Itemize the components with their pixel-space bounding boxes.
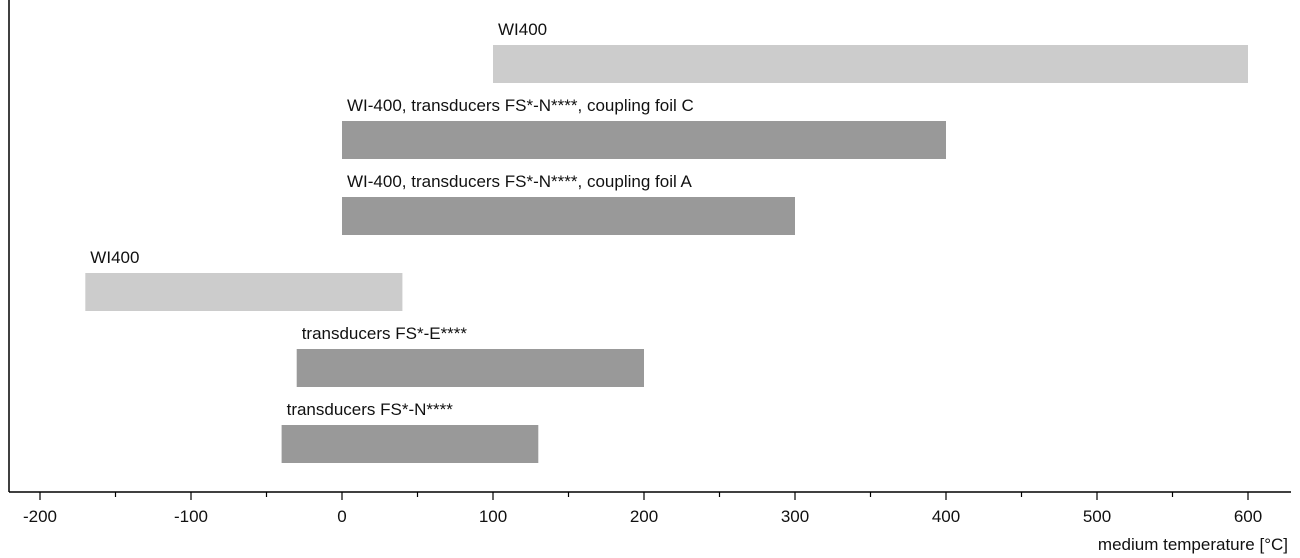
x-tick-label-7: 500 <box>1083 507 1111 526</box>
x-tick-label-3: 100 <box>479 507 507 526</box>
range-bar-label-2: WI-400, transducers FS*-N****, coupling … <box>347 172 693 191</box>
x-axis-label: medium temperature [°C] <box>1098 535 1288 554</box>
range-bar-4 <box>296 349 644 387</box>
range-bar-1 <box>342 121 946 159</box>
range-bar-label-3: WI400 <box>90 248 139 267</box>
range-bar-3 <box>85 273 403 311</box>
range-bar-label-5: transducers FS*-N**** <box>287 400 454 419</box>
range-bar-label-4: transducers FS*-E**** <box>302 324 468 343</box>
range-bar-2 <box>342 197 795 235</box>
x-axis-ticks: -200 -100 0 100 200 300 400 500 600 <box>23 492 1262 526</box>
bars-group: WI400 WI-400, transducers FS*-N****, coup… <box>85 20 1248 463</box>
x-tick-label-6: 400 <box>932 507 960 526</box>
range-bar-0 <box>493 45 1248 83</box>
range-bar-5 <box>281 425 539 463</box>
x-tick-label-0: -200 <box>23 507 57 526</box>
x-tick-label-1: -100 <box>174 507 208 526</box>
x-tick-label-2: 0 <box>337 507 346 526</box>
x-tick-label-5: 300 <box>781 507 809 526</box>
range-bar-label-0: WI400 <box>498 20 547 39</box>
range-bar-label-1: WI-400, transducers FS*-N****, coupling … <box>347 96 694 115</box>
x-tick-label-4: 200 <box>630 507 658 526</box>
x-tick-label-8: 600 <box>1234 507 1262 526</box>
